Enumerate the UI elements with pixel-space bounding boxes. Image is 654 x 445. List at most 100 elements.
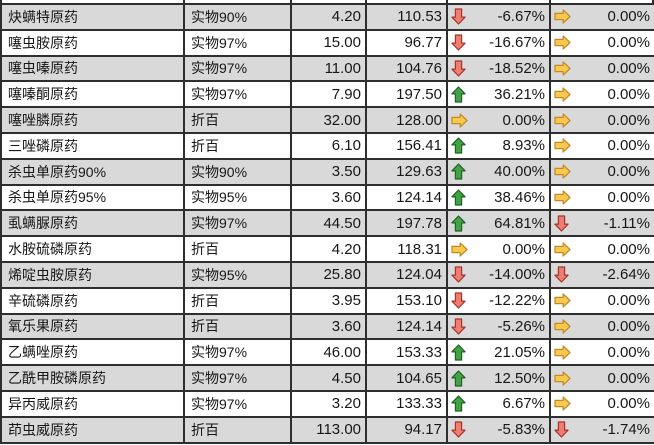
- spec-cell: 实物97%: [183, 54, 292, 83]
- table-row: 虱螨脲原药 实物97% 44.50 197.78 64.81% -1.11%: [0, 209, 654, 238]
- change-1-cell: -12.22%: [446, 286, 551, 315]
- up-arrow-icon: [451, 137, 468, 155]
- right-arrow-icon: [554, 369, 571, 387]
- change-2-cell: -1.11%: [549, 209, 654, 238]
- product-name-cell: 杀虫单原药90%: [0, 157, 185, 186]
- index-cell: 153.33: [365, 338, 448, 367]
- table-row: 炔螨特原药 实物90% 4.20 110.53 -6.67% 0.00%: [0, 3, 654, 31]
- spec-cell: 实物97%: [183, 364, 292, 392]
- right-arrow-icon: [554, 137, 571, 155]
- price-cell: 11.00: [290, 54, 367, 83]
- right-arrow-icon: [554, 317, 571, 335]
- table-row: 噻虫嗪原药 实物97% 11.00 104.76 -18.52% 0.00%: [0, 54, 654, 83]
- spec-cell: 实物97%: [183, 389, 292, 418]
- change-2-cell: 0.00%: [549, 54, 654, 83]
- price-cell: 46.00: [290, 338, 367, 367]
- grid-border-stub: [549, 0, 551, 3]
- grid-border-stub: [0, 0, 2, 3]
- change-2-value: 0.00%: [607, 240, 650, 258]
- down-arrow-icon: [451, 421, 468, 439]
- change-1-value: 21.05%: [494, 343, 545, 361]
- spec-cell: 实物95%: [183, 260, 292, 289]
- price-cell: 4.20: [290, 235, 367, 263]
- up-arrow-icon: [451, 85, 468, 103]
- change-2-value: 0.00%: [607, 8, 650, 26]
- index-cell: 96.77: [365, 28, 448, 57]
- table-row: 氧乐果原药 折百 3.60 124.14 -5.26% 0.00%: [0, 312, 654, 341]
- change-1-value: -5.83%: [497, 421, 545, 439]
- change-1-value: 12.50%: [494, 369, 545, 387]
- table-row: 茚虫威原药 折百 113.00 94.17 -5.83% -1.74%: [0, 415, 654, 444]
- table-row: 杀虫单原药90% 实物90% 3.50 129.63 40.00% 0.00%: [0, 157, 654, 186]
- product-name-cell: 噻虫胺原药: [0, 28, 185, 57]
- up-arrow-icon: [451, 163, 468, 181]
- up-arrow-icon: [451, 343, 468, 361]
- up-arrow-icon: [451, 188, 468, 206]
- change-1-value: 0.00%: [502, 240, 545, 258]
- table-row: 异丙威原药 实物97% 3.20 133.33 6.67% 0.00%: [0, 389, 654, 418]
- change-1-cell: -5.83%: [446, 415, 551, 444]
- up-arrow-icon: [451, 395, 468, 413]
- price-cell: 3.60: [290, 183, 367, 212]
- change-1-cell: -16.67%: [446, 28, 551, 57]
- table-row: 辛硫磷原药 折百 3.95 153.10 -12.22% 0.00%: [0, 286, 654, 315]
- change-2-value: 0.00%: [607, 85, 650, 103]
- change-2-value: 0.00%: [607, 163, 650, 181]
- product-name-cell: 炔螨特原药: [0, 3, 185, 31]
- change-2-value: 0.00%: [607, 111, 650, 129]
- down-arrow-icon: [451, 59, 468, 77]
- index-cell: 94.17: [365, 415, 448, 444]
- price-cell: 3.60: [290, 312, 367, 341]
- down-arrow-icon: [451, 266, 468, 284]
- down-arrow-icon: [554, 214, 571, 232]
- down-arrow-icon: [554, 266, 571, 284]
- change-1-value: -6.67%: [497, 8, 545, 26]
- spec-cell: 折百: [183, 235, 292, 263]
- spec-cell: 实物90%: [183, 157, 292, 186]
- change-2-value: 0.00%: [607, 59, 650, 77]
- right-arrow-icon: [554, 240, 571, 258]
- price-table: 炔螨特原药 实物90% 4.20 110.53 -6.67% 0.00% 噻虫胺…: [0, 3, 654, 444]
- change-2-cell: 0.00%: [549, 389, 654, 418]
- change-2-cell: 0.00%: [549, 80, 654, 109]
- product-name-cell: 烯啶虫胺原药: [0, 260, 185, 289]
- change-1-cell: 12.50%: [446, 364, 551, 392]
- right-arrow-icon: [554, 188, 571, 206]
- spec-cell: 折百: [183, 106, 292, 134]
- index-cell: 110.53: [365, 3, 448, 31]
- grid-border-stub: [183, 0, 185, 3]
- up-arrow-icon: [451, 369, 468, 387]
- spec-cell: 折百: [183, 286, 292, 315]
- change-1-value: 0.00%: [502, 111, 545, 129]
- price-cell: 4.20: [290, 3, 367, 31]
- spec-cell: 折百: [183, 131, 292, 160]
- change-1-value: 8.93%: [502, 137, 545, 155]
- change-1-cell: 38.46%: [446, 183, 551, 212]
- right-arrow-icon: [554, 59, 571, 77]
- up-arrow-icon: [451, 214, 468, 232]
- change-1-cell: 0.00%: [446, 235, 551, 263]
- spec-cell: 实物97%: [183, 80, 292, 109]
- index-cell: 104.76: [365, 54, 448, 83]
- price-cell: 7.90: [290, 80, 367, 109]
- price-cell: 3.20: [290, 389, 367, 418]
- down-arrow-icon: [554, 421, 571, 439]
- right-arrow-icon: [554, 8, 571, 26]
- change-1-value: 64.81%: [494, 214, 545, 232]
- index-cell: 124.14: [365, 312, 448, 341]
- table-row: 噻虫胺原药 实物97% 15.00 96.77 -16.67% 0.00%: [0, 28, 654, 57]
- product-name-cell: 噻唑膦原药: [0, 106, 185, 134]
- down-arrow-icon: [451, 292, 468, 310]
- price-cell: 3.95: [290, 286, 367, 315]
- change-1-value: -5.26%: [497, 317, 545, 335]
- change-2-value: 0.00%: [607, 395, 650, 413]
- index-cell: 124.04: [365, 260, 448, 289]
- product-name-cell: 茚虫威原药: [0, 415, 185, 444]
- product-name-cell: 噻嗪酮原药: [0, 80, 185, 109]
- change-2-cell: -1.74%: [549, 415, 654, 444]
- change-1-cell: -18.52%: [446, 54, 551, 83]
- change-1-value: -14.00%: [489, 266, 545, 284]
- spec-cell: 实物95%: [183, 183, 292, 212]
- change-1-cell: -14.00%: [446, 260, 551, 289]
